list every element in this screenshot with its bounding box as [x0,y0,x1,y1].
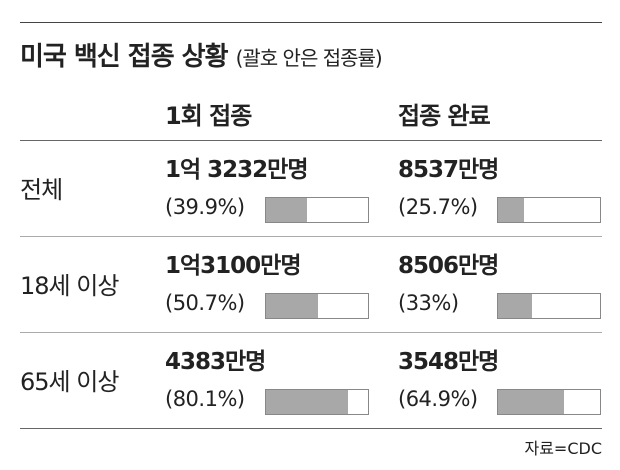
row-rule [20,236,602,237]
column-header: 접종 완료 [398,102,491,130]
row-rule [20,332,602,333]
rate-bar [266,294,318,318]
rate-bar-frame [497,389,601,415]
rate-bar [498,294,532,318]
rate-bar-frame [265,293,369,319]
rate-label: (50.7%) [165,291,245,315]
title: 미국 백신 접종 상황 [20,42,229,72]
rate-bar [266,390,348,414]
rate-bar-frame [497,293,601,319]
column-header: 1회 접종 [165,102,252,130]
row-label: 65세 이상 [20,368,119,396]
top-rule [20,22,602,23]
count: 1억3100만명 [165,253,301,279]
subtitle: (괄호 안은 접종률) [235,46,383,70]
rate-bar [266,198,307,222]
rate-label: (33%) [398,291,459,315]
bottom-rule [20,428,602,429]
rate-bar [498,198,525,222]
rate-bar-frame [265,389,369,415]
count: 4383만명 [165,349,266,375]
row-label: 18세 이상 [20,272,119,300]
row-label: 전체 [20,176,63,204]
rate-bar [498,390,565,414]
header-rule [20,140,602,141]
rate-label: (80.1%) [165,387,245,411]
count: 3548만명 [398,349,499,375]
title-row: 미국 백신 접종 상황 (괄호 안은 접종률) [20,36,383,73]
source: 자료=CDC [524,439,602,458]
count: 8506만명 [398,253,499,279]
count: 8537만명 [398,157,499,183]
rate-label: (64.9%) [398,387,478,411]
rate-label: (39.9%) [165,195,245,219]
count: 1억 3232만명 [165,157,309,183]
rate-label: (25.7%) [398,195,478,219]
rate-bar-frame [497,197,601,223]
rate-bar-frame [265,197,369,223]
